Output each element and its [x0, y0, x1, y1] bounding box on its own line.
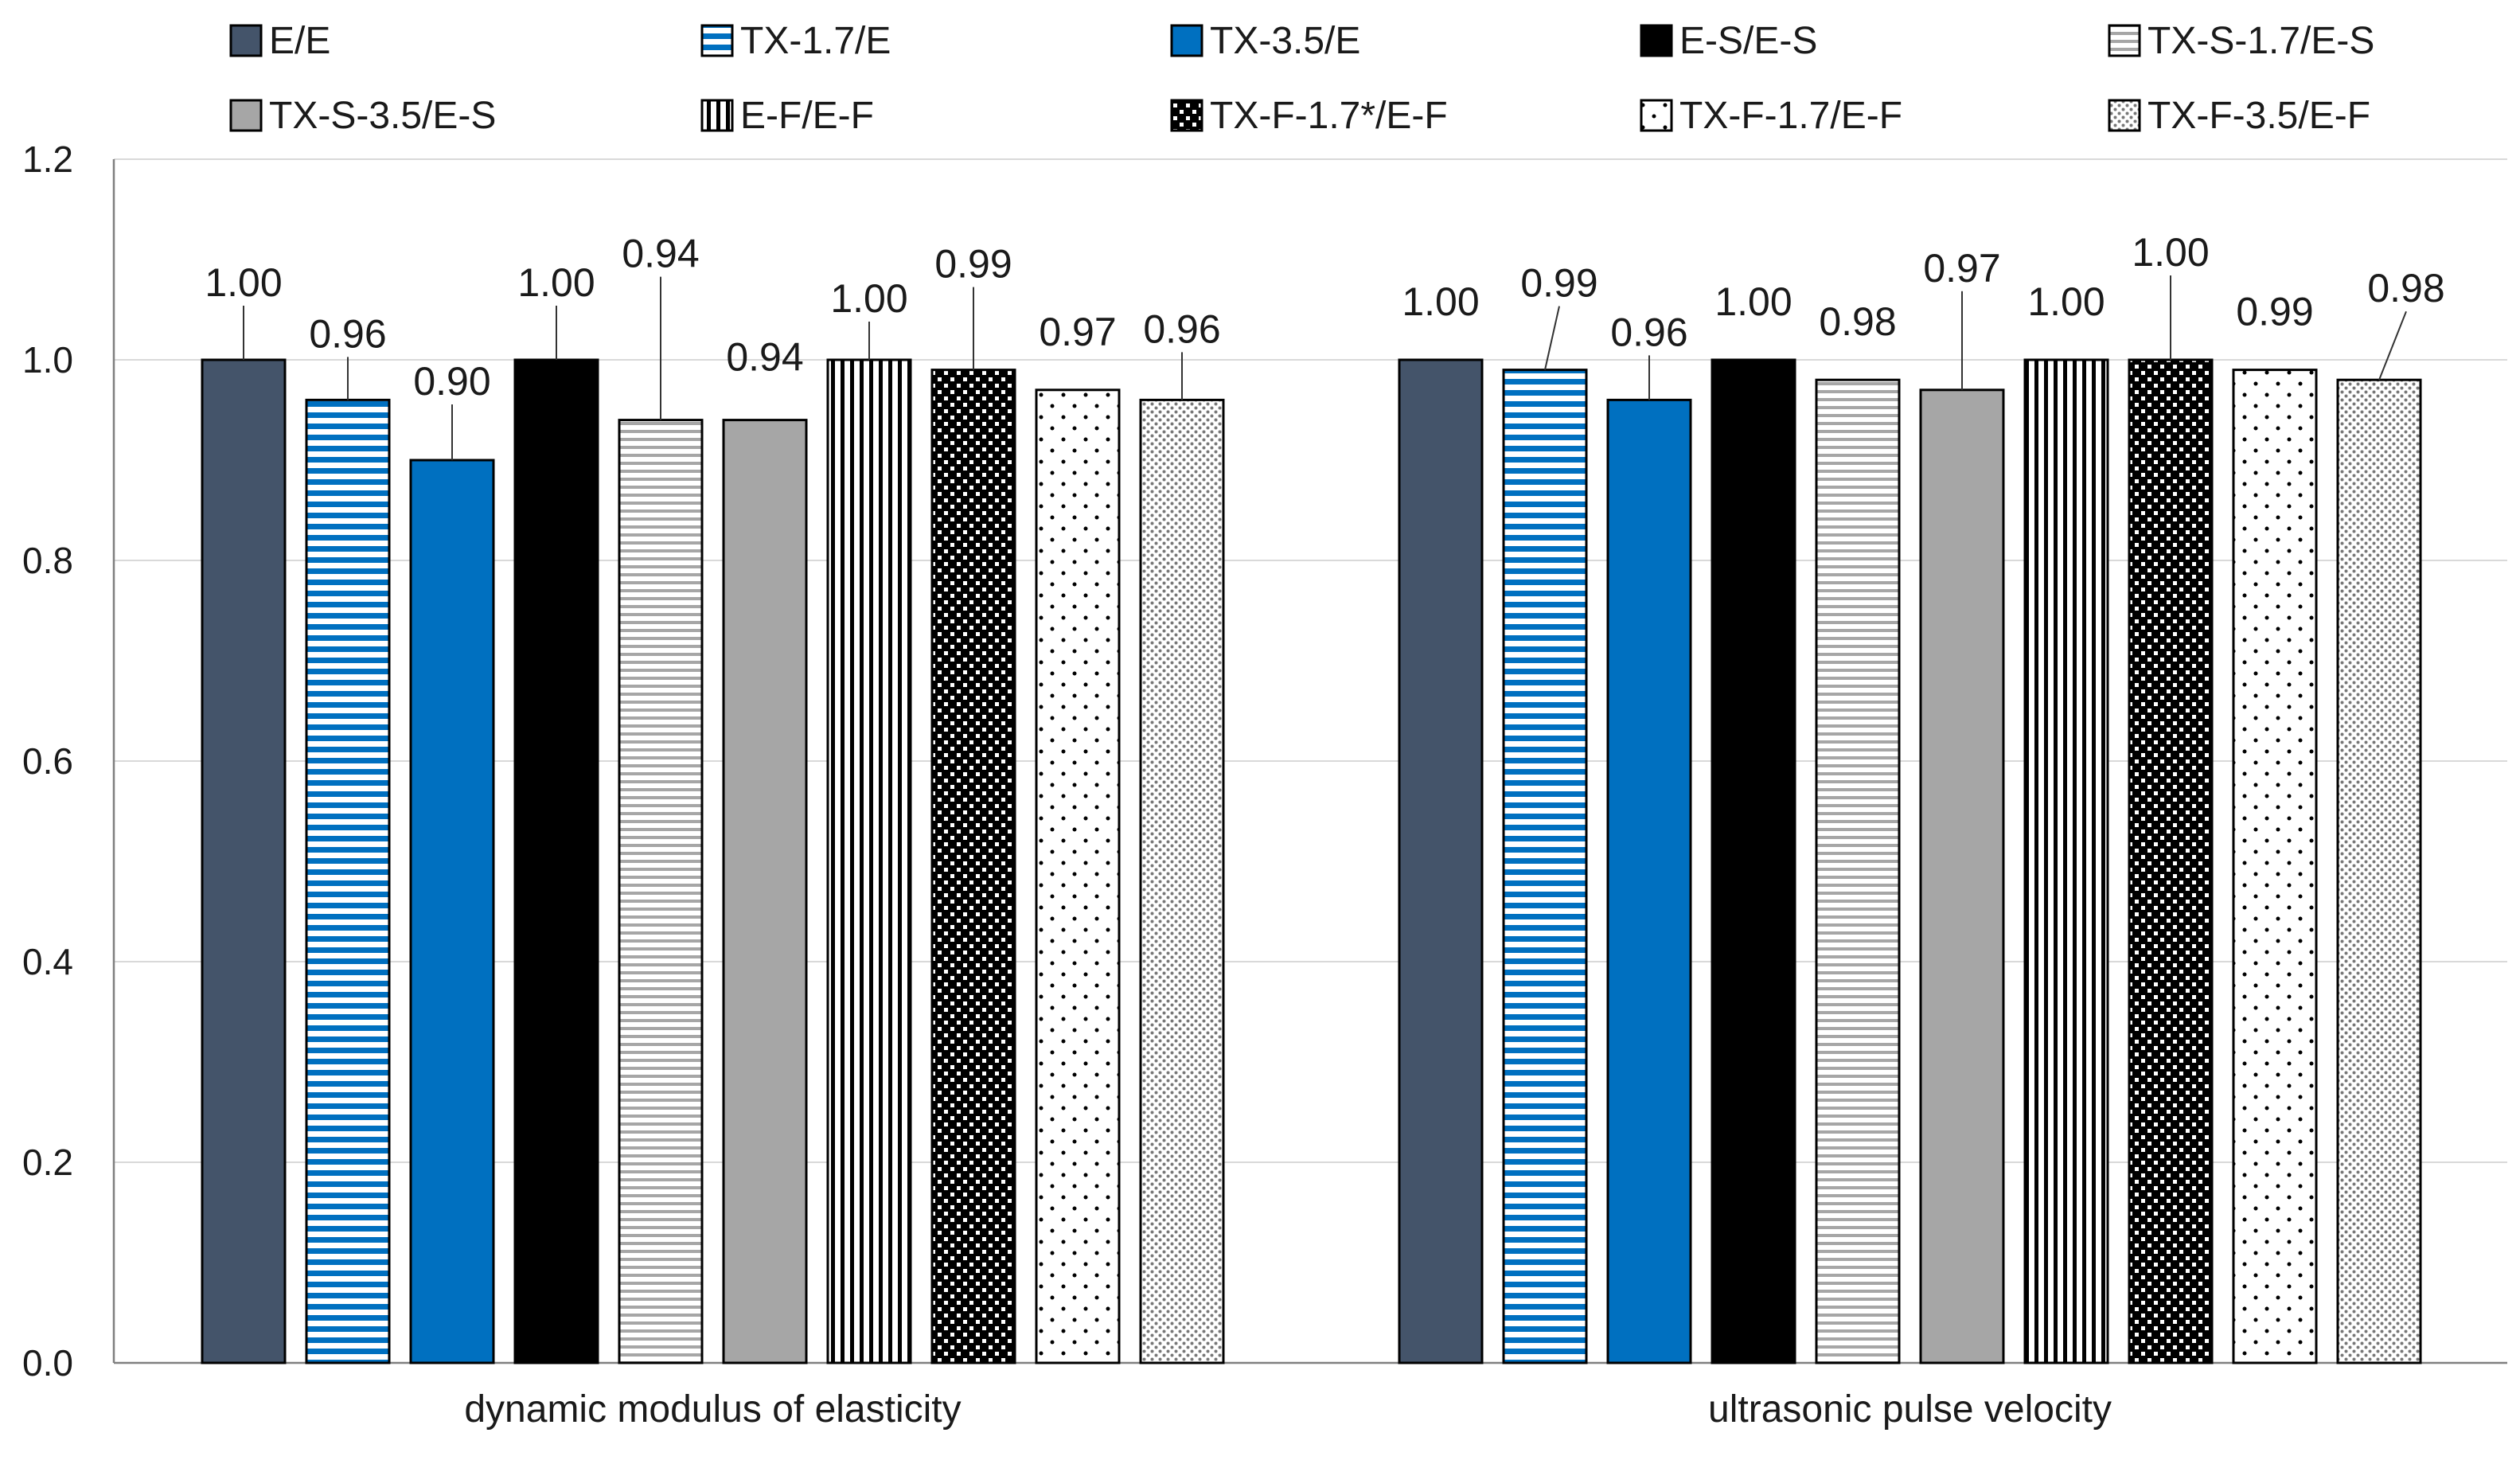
legend-label: TX-S-3.5/E-S: [269, 95, 496, 137]
legend-item: TX-F-3.5/E-F: [2108, 95, 2370, 137]
data-label: 0.96: [1143, 306, 1220, 351]
legend-item: TX-3.5/E: [1170, 20, 1360, 62]
bar: [2023, 358, 2109, 1364]
data-label: 0.96: [1610, 310, 1687, 354]
legend-label: TX-1.7/E: [740, 20, 891, 62]
y-tick-label: 1.2: [22, 139, 73, 180]
bar: [1035, 388, 1121, 1364]
bar: [1815, 378, 1901, 1364]
legend-swatch: [229, 24, 263, 57]
bar: [722, 419, 808, 1364]
data-label: 0.98: [1819, 299, 1896, 344]
legend-item: TX-F-1.7/E-F: [1640, 95, 1902, 137]
legend-swatch: [1640, 99, 1673, 132]
bar: [305, 398, 391, 1364]
legend-label: E-S/E-S: [1679, 20, 1817, 62]
bar: [1919, 388, 2005, 1364]
data-label: 0.97: [1923, 246, 2000, 291]
label-leader-line: [1544, 306, 1560, 370]
bar: [1711, 358, 1796, 1364]
legend-swatch: [229, 99, 263, 132]
legend-swatch: [1170, 99, 1203, 132]
bar: [201, 358, 287, 1364]
legend-swatch: [2108, 24, 2141, 57]
data-label: 0.90: [413, 359, 490, 404]
legend-label: E-F/E-F: [740, 95, 874, 137]
data-label: 0.98: [2367, 266, 2444, 310]
data-label: 1.00: [2027, 279, 2105, 324]
y-tick-label: 0.6: [22, 740, 73, 782]
legend-item: E/E: [229, 20, 330, 62]
legend-swatch: [1170, 24, 1203, 57]
bar: [826, 358, 912, 1364]
y-tick-label: 0.4: [22, 941, 73, 982]
legend-item: E-F/E-F: [700, 95, 874, 137]
bar: [1606, 398, 1692, 1364]
legend-item: TX-F-1.7*/E-F: [1170, 95, 1448, 137]
y-tick-label: 1.0: [22, 339, 73, 381]
legend-item: TX-1.7/E: [700, 20, 891, 62]
bar: [513, 358, 599, 1364]
data-label: 0.97: [1039, 310, 1116, 354]
bar: [1139, 398, 1225, 1364]
y-tick-label: 0.8: [22, 540, 73, 581]
legend-label: TX-F-1.7/E-F: [1679, 95, 1902, 137]
data-label: 0.99: [1520, 261, 1597, 306]
data-label: 0.94: [726, 335, 803, 380]
legend-label: TX-F-3.5/E-F: [2147, 95, 2370, 137]
bar: [2336, 378, 2422, 1364]
bar: [1398, 358, 1484, 1364]
data-label: 0.99: [2236, 290, 2313, 334]
legend-swatch: [700, 24, 734, 57]
legend-label: TX-F-1.7*/E-F: [1210, 95, 1448, 137]
legend-item: E-S/E-S: [1640, 20, 1817, 62]
bar: [2232, 369, 2318, 1364]
x-category-label: ultrasonic pulse velocity: [1708, 1388, 2112, 1431]
bar: [1502, 369, 1588, 1364]
y-tick-label: 0.2: [22, 1142, 73, 1183]
data-label: 1.00: [2132, 230, 2209, 275]
legend-label: TX-3.5/E: [1210, 20, 1360, 62]
label-leader-line: [2378, 310, 2407, 381]
legend: E/E TX-1.7/E TX-3.5/E E-S/E-S TX-S-1.7/E-S TX…: [229, 20, 2374, 137]
data-label: 0.99: [934, 242, 1012, 287]
legend-label: TX-S-1.7/E-S: [2147, 20, 2374, 62]
bar: [409, 459, 495, 1364]
bar: [618, 419, 704, 1364]
legend-swatch: [700, 99, 734, 132]
bar: [930, 369, 1016, 1364]
data-labels: 1.00 0.96 0.90 1.00 0.94 0.94 1.00 0.99 0.97 0.96…: [205, 230, 2445, 460]
legend-swatch: [1640, 24, 1673, 57]
data-label: 1.00: [830, 276, 907, 321]
bars: [201, 358, 2422, 1364]
y-tick-label: 0.0: [22, 1342, 73, 1384]
data-label: 0.96: [309, 311, 386, 356]
legend-item: TX-S-1.7/E-S: [2108, 20, 2374, 62]
data-label: 1.00: [1402, 279, 1479, 324]
bar: [2128, 358, 2214, 1364]
data-label: 1.00: [1714, 279, 1792, 324]
x-category-label: dynamic modulus of elasticity: [464, 1388, 961, 1431]
legend-item: TX-S-3.5/E-S: [229, 95, 496, 137]
data-label: 1.00: [517, 260, 595, 305]
legend-label: E/E: [269, 20, 330, 62]
data-label: 0.94: [622, 232, 699, 276]
data-label: 1.00: [205, 260, 282, 305]
legend-swatch: [2108, 99, 2141, 132]
